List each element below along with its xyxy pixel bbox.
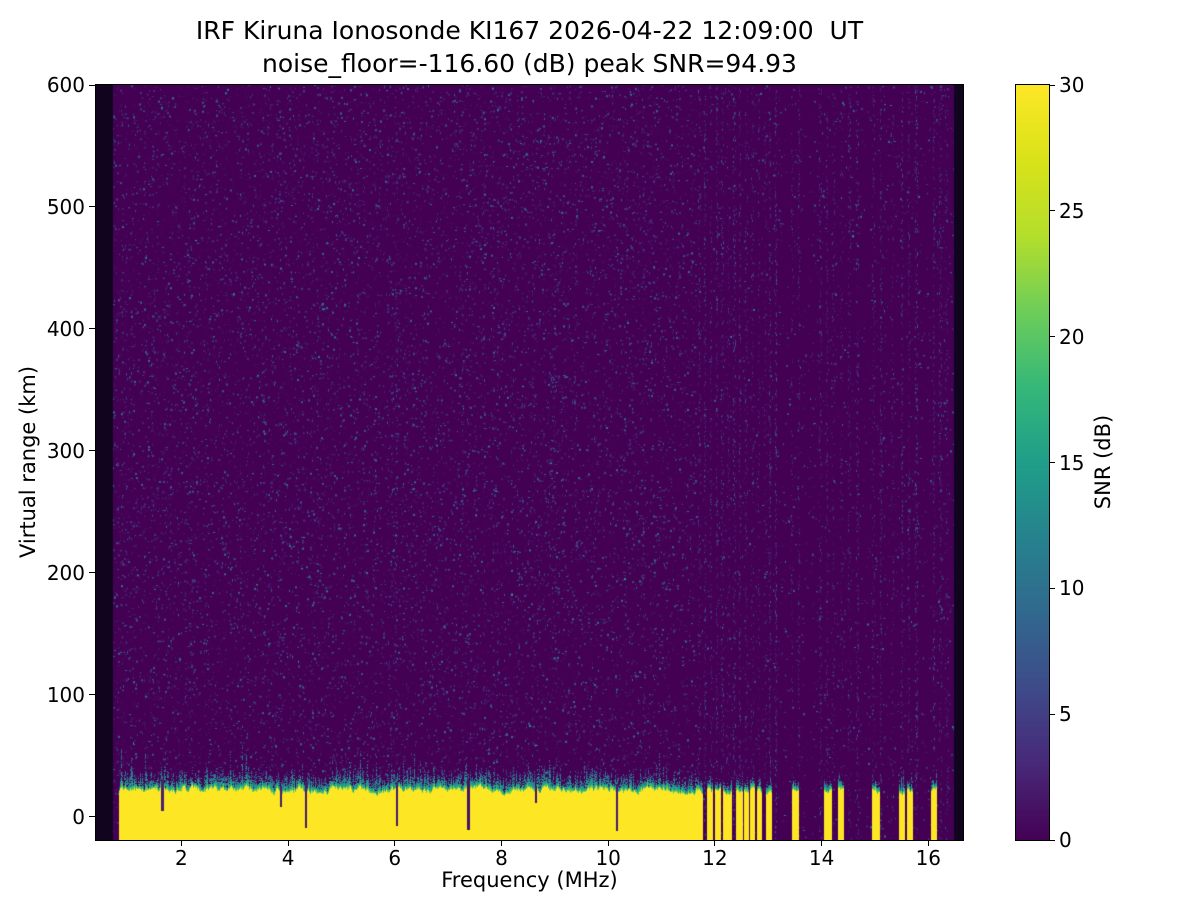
x-tick — [394, 841, 396, 846]
figure-title: IRF Kiruna Ionosonde KI167 2026-04-22 12… — [195, 16, 864, 45]
colorbar-tick-label: 0 — [1059, 828, 1072, 852]
y-tick-label: 400 — [46, 316, 85, 341]
x-tick — [714, 841, 716, 846]
y-tick — [89, 328, 95, 330]
x-tick-label: 8 — [495, 846, 508, 870]
x-tick-label: 14 — [808, 846, 835, 870]
colorbar-tick — [1050, 210, 1055, 212]
colorbar-tick — [1050, 84, 1055, 86]
y-tick — [89, 694, 95, 696]
x-tick-label: 12 — [702, 846, 728, 870]
y-tick-label: 0 — [72, 804, 85, 829]
colorbar-tick-label: 25 — [1059, 198, 1085, 223]
x-axis-label: Frequency (MHz) — [441, 868, 618, 892]
x-tick — [500, 841, 502, 846]
x-tick-label: 16 — [915, 846, 942, 870]
colorbar-tick — [1050, 587, 1055, 589]
colorbar-tick — [1050, 839, 1055, 841]
y-tick-label: 300 — [46, 438, 85, 463]
y-tick-label: 200 — [46, 560, 85, 585]
x-tick-label: 4 — [281, 846, 295, 870]
figure-subtitle: noise_floor=-116.60 (dB) peak SNR=94.93 — [262, 49, 797, 78]
x-tick-label: 10 — [595, 846, 621, 870]
colorbar-tick-label: 15 — [1059, 450, 1085, 475]
x-tick — [180, 841, 182, 846]
colorbar-tick — [1050, 336, 1055, 338]
y-tick — [89, 450, 95, 452]
colorbar-tick-label: 10 — [1059, 576, 1085, 601]
y-tick — [89, 572, 95, 574]
heatmap-canvas — [96, 85, 963, 840]
colorbar — [1015, 84, 1050, 841]
colorbar-label: SNR (dB) — [1091, 414, 1115, 510]
x-tick — [821, 841, 823, 846]
colorbar-tick — [1050, 462, 1055, 463]
y-tick — [89, 206, 95, 208]
y-tick-label: 600 — [46, 73, 85, 97]
y-tick — [89, 84, 95, 86]
x-tick — [287, 841, 289, 846]
y-axis-label: Virtual range (km) — [16, 365, 40, 559]
colorbar-tick — [1050, 713, 1055, 715]
x-tick-label: 6 — [388, 846, 402, 870]
y-tick-label: 100 — [46, 682, 85, 707]
colorbar-tick-label: 20 — [1059, 324, 1085, 349]
x-tick-label: 2 — [174, 846, 188, 870]
x-tick — [927, 841, 929, 846]
y-tick — [89, 816, 95, 818]
x-tick — [607, 841, 609, 846]
colorbar-canvas — [1016, 85, 1049, 840]
y-tick-label: 500 — [46, 194, 85, 219]
colorbar-tick-label: 5 — [1059, 702, 1072, 727]
plot-area — [95, 84, 964, 841]
colorbar-tick-label: 30 — [1059, 73, 1085, 97]
